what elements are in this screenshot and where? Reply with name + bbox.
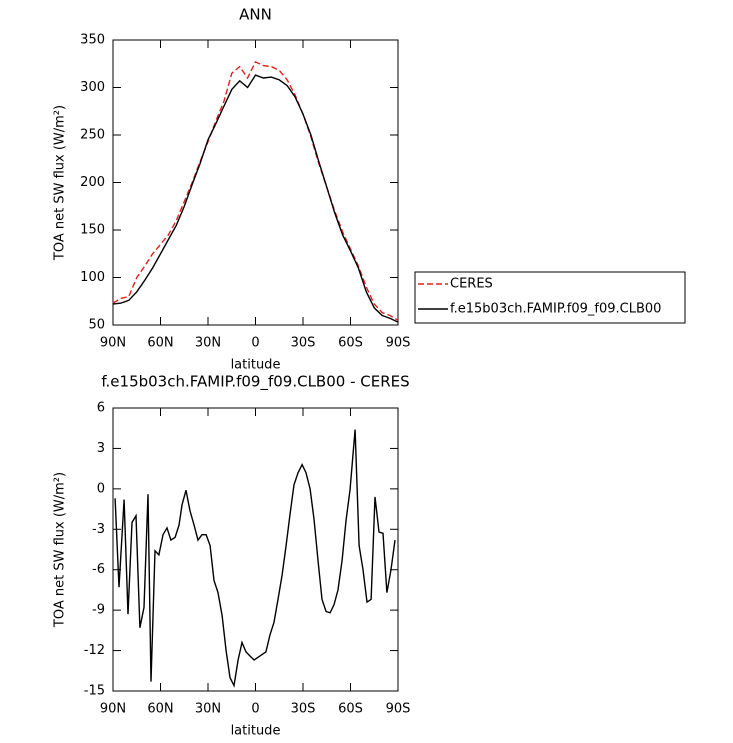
y-tick-label: 3 [97, 441, 105, 456]
x-tick-label: 60N [147, 702, 173, 717]
x-tick-label: 90S [386, 336, 411, 351]
legend-label: CERES [450, 277, 493, 292]
y-tick-label: 250 [80, 128, 105, 143]
x-tick-label: 30S [291, 702, 316, 717]
legend-label: f.e15b03ch.FAMIP.f09_f09.CLB00 [450, 302, 661, 317]
series-line [114, 429, 396, 688]
chart-title: f.e15b03ch.FAMIP.f09_f09.CLB00 - CERES [101, 373, 409, 392]
y-tick-label: 0 [97, 481, 105, 496]
y-tick-label: 200 [80, 175, 105, 190]
x-tick-label: 90N [100, 336, 126, 351]
y-tick-label: 300 [80, 80, 105, 95]
x-tick-label: 60N [147, 336, 173, 351]
y-tick-label: -9 [92, 603, 105, 618]
series-line [112, 74, 399, 323]
y-tick-label: -6 [92, 562, 105, 577]
y-tick-label: -3 [92, 522, 105, 537]
series-line [112, 60, 399, 321]
y-axis-label: TOA net SW flux (W/m²) [53, 472, 68, 628]
x-tick-label: 90S [386, 702, 411, 717]
x-tick-label: 0 [251, 702, 259, 717]
x-tick-label: 0 [251, 336, 259, 351]
x-tick-label: 30S [291, 336, 316, 351]
y-tick-label: -12 [84, 643, 105, 658]
x-axis-label: latitude [231, 724, 281, 739]
x-tick-label: 30N [195, 702, 221, 717]
x-axis-label: latitude [231, 358, 281, 373]
legend-box [414, 271, 686, 324]
y-tick-label: 6 [97, 401, 105, 416]
y-tick-label: 50 [88, 318, 105, 333]
y-tick-label: -15 [84, 684, 105, 699]
x-tick-label: 90N [100, 702, 126, 717]
x-tick-label: 60S [338, 336, 363, 351]
x-tick-label: 30N [195, 336, 221, 351]
y-tick-label: 100 [80, 270, 105, 285]
x-tick-label: 60S [338, 702, 363, 717]
y-axis-label: TOA net SW flux (W/m²) [53, 105, 68, 261]
y-tick-label: 350 [80, 33, 105, 48]
y-tick-label: 150 [80, 223, 105, 238]
chart-title: ANN [239, 6, 272, 24]
plot-frame [112, 39, 399, 326]
